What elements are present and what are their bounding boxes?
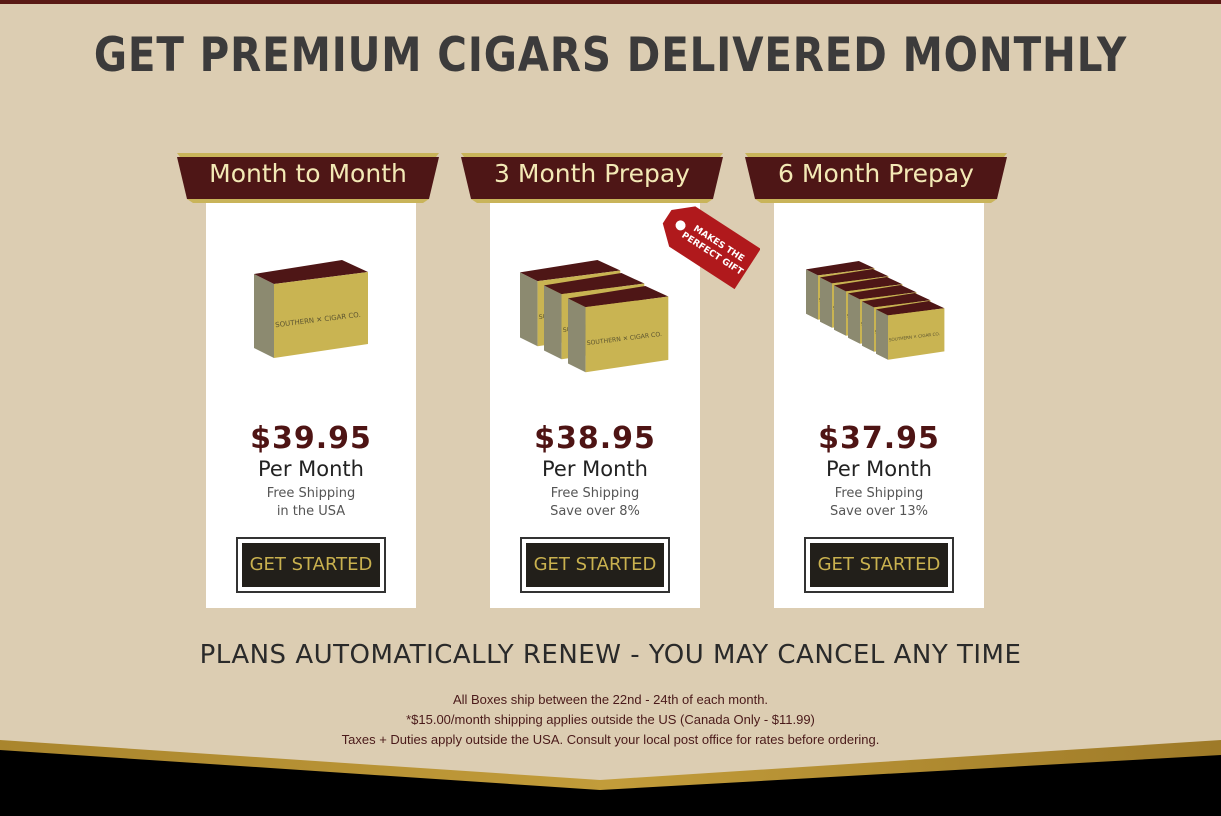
top-bar	[0, 0, 1221, 4]
get-started-button[interactable]: GET STARTED	[236, 537, 386, 593]
plan-name: 6 Month Prepay	[778, 159, 974, 188]
note-line: All Boxes ship between the 22nd - 24th o…	[452, 692, 769, 707]
plan-card: SOUTHERN ✕ CIGAR CO. SOUTHERN ✕ CIGAR CO…	[490, 203, 700, 608]
button-label: GET STARTED	[810, 543, 948, 587]
cigar-box: SOUTHERN ✕ CIGAR CO.	[254, 260, 368, 358]
plan-shipping: Free Shipping	[550, 486, 640, 501]
note-line: *$15.00/month shipping applies outside t…	[406, 712, 815, 727]
plan-month-to-month: Month to Month SOUTHERN ✕ CIGAR CO. $39.…	[177, 153, 439, 608]
plan-price: $39.95	[250, 421, 372, 456]
plan-banner: 6 Month Prepay	[745, 153, 1007, 203]
plan-period: Per Month	[258, 457, 364, 481]
plan-price: $37.95	[818, 421, 940, 456]
cigar-box-image: SOUTHERN ✕ CIGAR CO. SOUTHERN ✕ CIGAR CO…	[520, 260, 669, 373]
plan-shipping: Free Shipping	[834, 486, 924, 501]
svg-text:SOUTHERN ✕ CIGAR CO.: SOUTHERN ✕ CIGAR CO.	[889, 331, 941, 342]
plan-banner: Month to Month	[177, 153, 439, 203]
plan-card: SOUTHERN ✕ CIGAR CO. SOUTHERN ✕ CIGAR CO…	[774, 203, 984, 608]
shipping-notes: All Boxes ship between the 22nd - 24th o…	[0, 690, 1221, 750]
gift-tag: MAKES THE PERFECT GIFT	[662, 206, 760, 290]
page-title: GET PREMIUM CIGARS DELIVERED MONTHLY	[93, 28, 1128, 83]
plan-banner: 3 Month Prepay	[461, 153, 723, 203]
button-label: GET STARTED	[526, 543, 664, 587]
plan-6-month-prepay: 6 Month Prepay SOUTHERN ✕ CIGAR CO. SOUT…	[745, 153, 1007, 608]
get-started-button[interactable]: GET STARTED	[804, 537, 954, 593]
cigar-box-image: SOUTHERN ✕ CIGAR CO.	[254, 260, 368, 358]
plan-name: Month to Month	[209, 159, 407, 188]
cigar-box-image: SOUTHERN ✕ CIGAR CO. SOUTHERN ✕ CIGAR CO…	[806, 261, 945, 360]
plan-note: in the USA	[276, 504, 346, 519]
cigar-box: SOUTHERN ✕ CIGAR CO.	[568, 286, 669, 373]
plan-period: Per Month	[542, 457, 648, 481]
plan-shipping: Free Shipping	[266, 486, 356, 501]
plan-name: 3 Month Prepay	[494, 159, 690, 188]
plan-note: Save over 8%	[550, 504, 640, 519]
note-line: Taxes + Duties apply outside the USA. Co…	[341, 732, 880, 747]
plan-note: Save over 13%	[829, 504, 929, 519]
plan-period: Per Month	[826, 457, 932, 481]
button-label: GET STARTED	[242, 543, 380, 587]
plan-price: $38.95	[534, 421, 656, 456]
renew-notice: PLANS AUTOMATICALLY RENEW - YOU MAY CANC…	[199, 640, 1022, 670]
get-started-button[interactable]: GET STARTED	[520, 537, 670, 593]
cigar-box: SOUTHERN ✕ CIGAR CO.	[876, 301, 945, 360]
plan-card: SOUTHERN ✕ CIGAR CO. $39.95 Per Month Fr…	[206, 203, 416, 608]
plan-3-month-prepay: 3 Month Prepay SOUTHERN ✕ CIGAR CO. SOUT…	[461, 153, 723, 608]
